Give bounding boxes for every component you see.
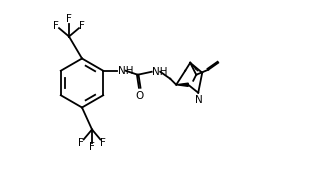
Text: N: N <box>195 95 203 105</box>
Text: F: F <box>89 141 95 151</box>
Text: O: O <box>136 91 144 101</box>
Text: NH: NH <box>152 66 168 76</box>
Text: F: F <box>79 21 85 31</box>
Text: F: F <box>100 138 106 148</box>
Text: F: F <box>66 14 72 24</box>
Text: NH: NH <box>118 66 133 75</box>
Polygon shape <box>176 83 188 86</box>
Text: F: F <box>78 138 84 148</box>
Text: F: F <box>53 21 59 31</box>
